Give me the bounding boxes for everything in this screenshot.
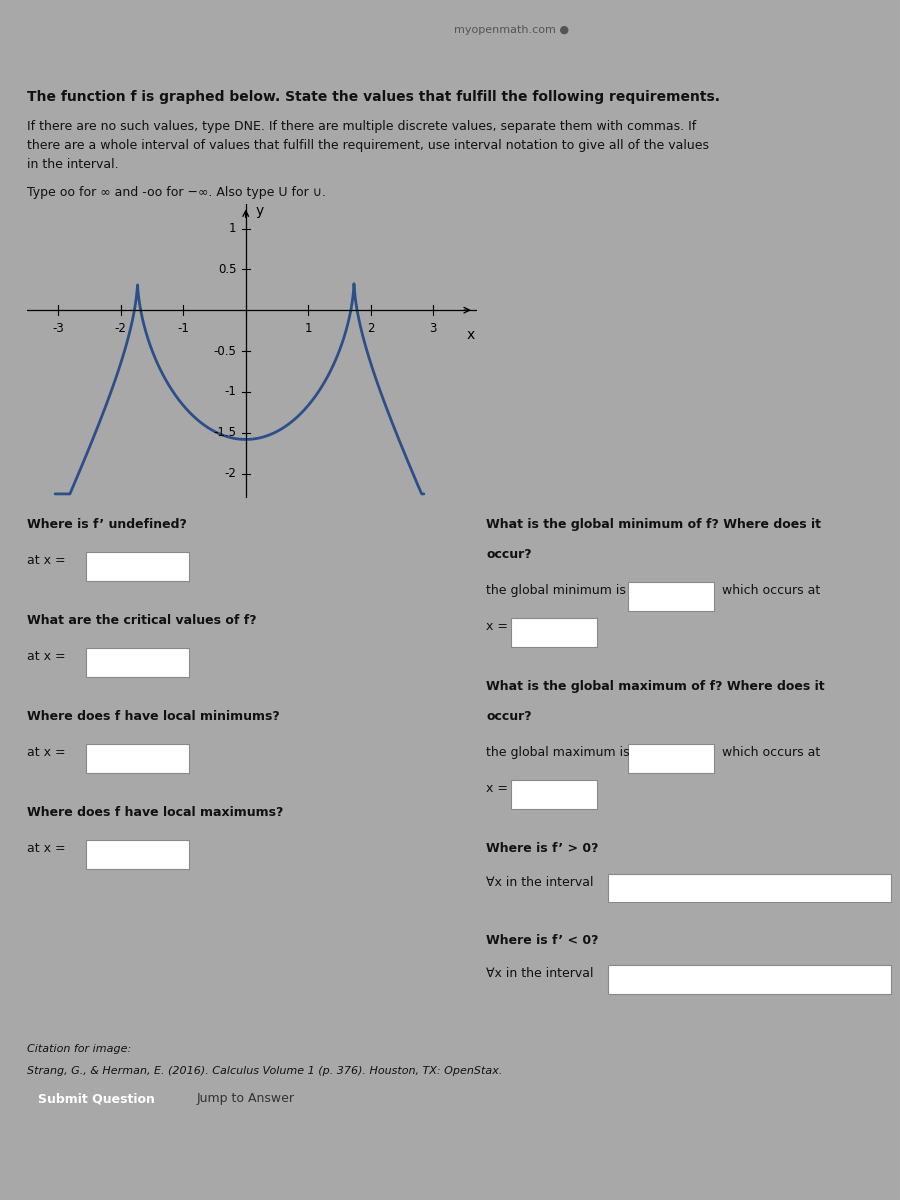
Text: -2: -2 <box>224 467 237 480</box>
Text: Submit Question: Submit Question <box>39 1092 155 1105</box>
Text: What is the global maximum of f? Where does it: What is the global maximum of f? Where d… <box>486 680 824 694</box>
Text: Type oo for ∞ and -oo for −∞. Also type U for ∪.: Type oo for ∞ and -oo for −∞. Also type … <box>27 186 326 199</box>
Text: 2: 2 <box>367 323 374 336</box>
Text: x =: x = <box>486 620 508 634</box>
Text: myopenmath.com ●: myopenmath.com ● <box>454 25 570 35</box>
Text: Where does f have local minimums?: Where does f have local minimums? <box>27 710 280 724</box>
Text: Where does f have local maximums?: Where does f have local maximums? <box>27 806 284 820</box>
Text: Where is f’ > 0?: Where is f’ > 0? <box>486 842 598 856</box>
Text: at x =: at x = <box>27 842 66 856</box>
Text: The function f is graphed below. State the values that fulfill the following req: The function f is graphed below. State t… <box>27 90 720 104</box>
Text: -1.5: -1.5 <box>213 426 237 439</box>
Text: What is the global minimum of f? Where does it: What is the global minimum of f? Where d… <box>486 518 821 532</box>
Text: Strang, G., & Herman, E. (2016). Calculus Volume 1 (p. 376). Houston, TX: OpenSt: Strang, G., & Herman, E. (2016). Calculu… <box>27 1066 502 1075</box>
Text: at x =: at x = <box>27 746 66 760</box>
Text: Citation for image:: Citation for image: <box>27 1044 131 1054</box>
Text: If there are no such values, type DNE. If there are multiple discrete values, se: If there are no such values, type DNE. I… <box>27 120 709 170</box>
Text: occur?: occur? <box>486 710 532 724</box>
Text: at x =: at x = <box>27 650 66 664</box>
Text: 1: 1 <box>304 323 312 336</box>
Text: -1: -1 <box>224 385 237 398</box>
Text: ∀x in the interval: ∀x in the interval <box>486 876 593 889</box>
Text: What are the critical values of f?: What are the critical values of f? <box>27 614 256 628</box>
Text: x: x <box>466 328 475 342</box>
Text: x =: x = <box>486 782 508 796</box>
Text: at x =: at x = <box>27 554 66 568</box>
Text: Where is f’ undefined?: Where is f’ undefined? <box>27 518 187 532</box>
Text: 0.5: 0.5 <box>218 263 237 276</box>
Text: y: y <box>255 204 264 217</box>
Text: which occurs at: which occurs at <box>722 746 820 760</box>
Text: Jump to Answer: Jump to Answer <box>196 1092 294 1105</box>
Text: -1: -1 <box>177 323 189 336</box>
Text: 1: 1 <box>229 222 237 235</box>
Text: -2: -2 <box>115 323 127 336</box>
Text: the global maximum is: the global maximum is <box>486 746 630 760</box>
Text: Where is f’ < 0?: Where is f’ < 0? <box>486 934 598 947</box>
Text: occur?: occur? <box>486 548 532 562</box>
Text: -0.5: -0.5 <box>213 344 237 358</box>
Text: ∀x in the interval: ∀x in the interval <box>486 967 593 980</box>
Text: which occurs at: which occurs at <box>722 584 820 598</box>
Text: 3: 3 <box>429 323 436 336</box>
Text: -3: -3 <box>52 323 64 336</box>
Text: the global minimum is: the global minimum is <box>486 584 626 598</box>
